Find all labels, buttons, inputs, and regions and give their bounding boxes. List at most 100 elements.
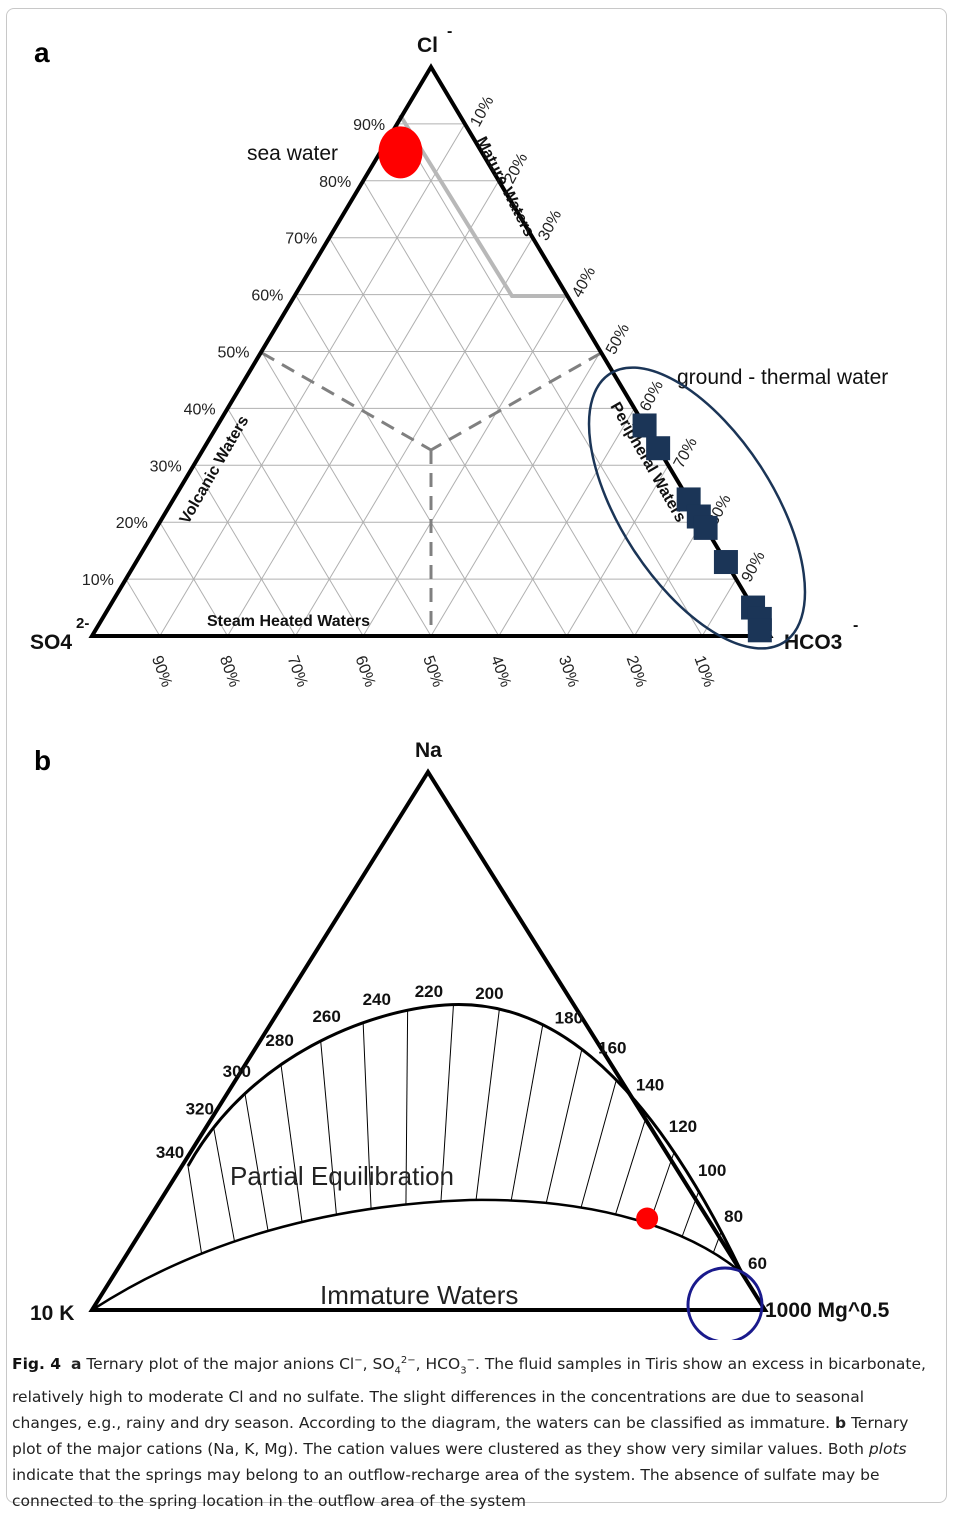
- grid-line: [159, 521, 229, 637]
- temperature-label: 200: [475, 984, 503, 1003]
- panel-b-letter: b: [34, 745, 51, 776]
- bottom-tick-label: 50%: [419, 654, 446, 690]
- isotherm-line: [475, 1008, 500, 1200]
- left-tick-label: 20%: [116, 515, 148, 532]
- grid-line: [294, 237, 534, 637]
- temperature-labels: 340 320 300 280 260 240 220 200 180 160 140 120 100 8…: [156, 982, 767, 1273]
- temperature-label: 320: [186, 1099, 214, 1118]
- apex-cl-charge: -: [447, 23, 452, 40]
- anion-ternary-plot: a 90%80%70%60%50%40%30%20%10%10%20%30%40…: [30, 23, 888, 690]
- bottom-tick-label: 30%: [555, 654, 582, 690]
- grid-line: [125, 578, 161, 637]
- temperature-label: 140: [636, 1076, 664, 1095]
- partial-equilibration-label: Partial Equilibration: [230, 1161, 454, 1191]
- zone-boundaries: [261, 113, 602, 636]
- apex-hco3-charge: -: [853, 617, 858, 634]
- temperature-label: 180: [555, 1009, 583, 1028]
- right-tick-label: 10%: [467, 94, 497, 130]
- right-tick-label: 60%: [637, 378, 667, 414]
- grid-line: [261, 351, 432, 637]
- apex-hco3-label: HCO3: [784, 631, 842, 654]
- isotherm-line: [545, 1049, 583, 1204]
- caption-a-text-2: . The fluid samples in Tiris show an exc…: [12, 1355, 926, 1433]
- sample-cluster-ellipse: [587, 366, 807, 650]
- bottom-tick-label: 40%: [487, 654, 514, 690]
- right-tick-label: 30%: [535, 207, 565, 243]
- thermal-water-point: [632, 413, 657, 438]
- steam-heated-waters-label: Steam Heated Waters: [207, 613, 370, 630]
- right-tick-label: 40%: [569, 264, 599, 300]
- thermal-water-point: [747, 618, 772, 643]
- isotherm-line: [440, 1004, 454, 1202]
- temperature-label: 340: [156, 1143, 184, 1162]
- isotherm-line: [615, 1114, 648, 1215]
- sample-cluster-circle: [686, 1266, 764, 1340]
- temperature-label: 60: [748, 1254, 767, 1273]
- data-points: [378, 126, 772, 643]
- bottom-tick-label: 20%: [623, 654, 650, 690]
- cation-ternary-plot: b Na 10 K 1000 Mg^0.5 340 320 300 280 260 240…: [30, 739, 890, 1340]
- grid-line: [430, 351, 601, 637]
- isotherm-line: [213, 1127, 236, 1242]
- ternary-grid: [125, 123, 737, 637]
- caption-b-text-2: indicate that the springs may belong to …: [12, 1466, 880, 1511]
- grid-line: [159, 123, 466, 637]
- apex-na-label: Na: [415, 739, 442, 762]
- isotherm-line: [405, 1010, 409, 1205]
- triangle-outline-b: [88, 768, 769, 1312]
- temperature-label: 220: [415, 982, 443, 1001]
- bottom-tick-label: 10%: [690, 654, 717, 690]
- bottom-tick-label: 80%: [216, 654, 243, 690]
- sea-water-point: [378, 126, 423, 179]
- isotherm-line: [580, 1079, 617, 1208]
- grid-line: [566, 465, 669, 637]
- cation-data-points: [636, 1207, 659, 1230]
- caption-a-text-1: Ternary plot of the major anions Cl: [86, 1355, 355, 1374]
- ground-thermal-water-label: ground - thermal water: [677, 366, 888, 389]
- isotherm-line: [244, 1093, 269, 1231]
- isotherm-lines: [187, 1004, 722, 1254]
- isotherm-line: [187, 1165, 203, 1254]
- thermal-water-point: [693, 515, 718, 540]
- mature-waters-label: Mature Waters: [472, 134, 537, 240]
- bottom-tick-label: 60%: [351, 654, 378, 690]
- caption-b-italic: plots: [868, 1440, 907, 1459]
- isotherm-line: [362, 1022, 372, 1209]
- right-tick-label: 50%: [603, 321, 633, 357]
- sea-water-label: sea water: [247, 142, 338, 165]
- peripheral-boundary: [430, 351, 602, 452]
- apex-k-label: 10 K: [30, 1302, 74, 1325]
- grid-line: [193, 465, 296, 637]
- tick-labels: 90%80%70%60%50%40%30%20%10%10%20%30%40%5…: [82, 94, 769, 690]
- grid-line: [396, 123, 703, 637]
- grid-line: [227, 408, 364, 637]
- apex-mg-label: 1000 Mg^0.5: [765, 1299, 890, 1322]
- thermal-water-point: [646, 436, 671, 461]
- temperature-label: 80: [724, 1207, 743, 1226]
- figure-frame: [6, 8, 947, 1503]
- bottom-tick-label: 70%: [284, 654, 311, 690]
- left-tick-label: 70%: [285, 231, 317, 248]
- left-tick-label: 40%: [184, 401, 216, 418]
- isotherm-line: [320, 1040, 337, 1215]
- right-tick-label: 70%: [671, 435, 701, 471]
- apex-so4-label: SO4: [30, 631, 72, 654]
- left-tick-label: 30%: [150, 458, 182, 475]
- isotherm-line: [510, 1024, 544, 1201]
- temperature-label: 240: [363, 990, 391, 1009]
- apex-so4-charge: 2-: [76, 615, 89, 632]
- figure-caption: Fig. 4 a Ternary plot of the major anion…: [12, 1355, 926, 1511]
- full-equilibrium-curve: [186, 1002, 744, 1274]
- right-tick-label: 90%: [739, 549, 769, 585]
- temperature-label: 260: [312, 1007, 340, 1026]
- left-tick-label: 90%: [353, 117, 385, 134]
- temperature-label: 120: [669, 1117, 697, 1136]
- isotherm-line: [280, 1064, 303, 1223]
- grid-line: [701, 578, 737, 637]
- caption-a-label: a: [70, 1355, 82, 1374]
- temperature-label: 100: [698, 1161, 726, 1180]
- panel-a-letter: a: [34, 37, 50, 68]
- bottom-tick-label: 90%: [148, 654, 175, 690]
- caption-b-text-1: Ternary plot of the major cations (Na, K…: [12, 1414, 909, 1459]
- left-tick-label: 50%: [217, 345, 249, 362]
